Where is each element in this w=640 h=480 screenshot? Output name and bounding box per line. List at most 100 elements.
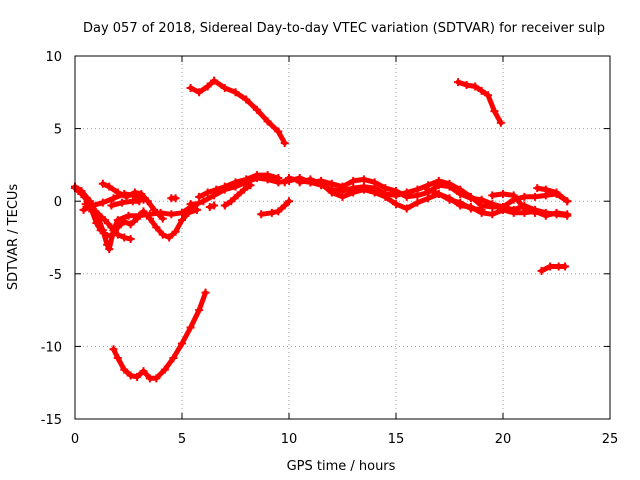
y-tick-label: 0 (54, 195, 62, 210)
data-point (462, 81, 471, 90)
data-point (158, 230, 167, 239)
data-point (561, 262, 570, 271)
data-point (338, 182, 347, 191)
data-point (531, 208, 540, 217)
data-point (533, 184, 542, 193)
data-point (488, 200, 497, 209)
data-point (118, 198, 127, 207)
data-point (280, 178, 289, 187)
data-point (274, 207, 283, 216)
y-tick-label: 5 (54, 123, 62, 138)
data-point (120, 233, 129, 242)
data-point (113, 230, 122, 239)
x-tick-label: 0 (71, 432, 79, 447)
data-point (327, 179, 336, 188)
data-point (98, 179, 107, 188)
series-line (188, 78, 288, 146)
series-line (111, 290, 208, 381)
data-point (186, 200, 195, 209)
x-axis-label: GPS time / hours (287, 459, 396, 474)
data-point (205, 203, 214, 212)
data-point (552, 208, 561, 217)
data-point (233, 191, 242, 200)
data-point (477, 195, 486, 204)
series-track-7 (167, 194, 180, 203)
data-point (152, 374, 161, 383)
series-track-21 (109, 288, 210, 383)
data-point (370, 178, 379, 187)
data-point (103, 232, 112, 241)
y-tick-label: -5 (49, 268, 62, 283)
data-point (158, 214, 167, 223)
data-point (274, 127, 283, 136)
series-track-5 (79, 189, 148, 214)
data-point (349, 176, 358, 185)
series-track-11 (205, 201, 219, 212)
data-point (496, 118, 505, 127)
data-point (466, 204, 475, 213)
series-track-17 (488, 189, 540, 217)
data-point (509, 208, 518, 217)
data-point (520, 192, 529, 201)
data-point (195, 306, 204, 315)
data-point (402, 204, 411, 213)
data-point (120, 189, 129, 198)
series-track-3 (81, 200, 135, 243)
data-point (563, 197, 572, 206)
data-point (203, 82, 212, 91)
series-line (455, 79, 504, 126)
data-point (285, 197, 293, 206)
data-point (231, 88, 240, 97)
data-point (227, 197, 236, 206)
data-point (130, 191, 139, 200)
y-axis-label: SDTVAR / TECUs (6, 184, 21, 291)
x-tick-label: 20 (495, 432, 512, 447)
data-point (109, 194, 118, 203)
data-point (454, 78, 463, 87)
data-point (186, 83, 195, 92)
data-point (280, 139, 289, 148)
data-point (552, 188, 561, 197)
data-point (509, 191, 518, 200)
data-point (150, 205, 159, 214)
data-point (477, 205, 486, 214)
data-point (338, 192, 347, 201)
data-point (195, 192, 204, 201)
data-point (537, 266, 546, 275)
data-point (541, 211, 550, 220)
tick-layer: 0 5 10 15 20 25 10 5 0 -5 -10 -15 (41, 50, 619, 447)
data-point (434, 189, 443, 198)
data-point (171, 227, 180, 236)
chart-title: Day 057 of 2018, Sidereal Day-to-day VTE… (83, 21, 605, 36)
series-track-9 (220, 181, 255, 210)
data-point (456, 198, 465, 207)
grid-layer (75, 56, 610, 419)
data-point (152, 223, 161, 232)
y-tick-label: 10 (45, 50, 62, 65)
data-point (488, 210, 497, 219)
data-point (490, 107, 499, 116)
series-track-12 (186, 76, 289, 148)
data-point (240, 185, 249, 194)
data-point (192, 205, 201, 214)
data-point (285, 173, 293, 182)
series-track-2 (71, 184, 201, 242)
data-point (546, 262, 555, 271)
data-point (100, 216, 109, 225)
data-point (471, 82, 480, 91)
data-point (92, 218, 101, 227)
data-point (488, 191, 497, 200)
data-point (327, 188, 336, 197)
data-point (370, 188, 379, 197)
series-track-6 (107, 197, 144, 210)
data-point (77, 189, 86, 198)
data-point (107, 201, 116, 210)
data-point (434, 181, 443, 190)
data-point (139, 367, 148, 376)
data-point (186, 323, 195, 332)
data-point (359, 175, 368, 184)
data-point (169, 354, 178, 363)
data-point (135, 197, 144, 206)
